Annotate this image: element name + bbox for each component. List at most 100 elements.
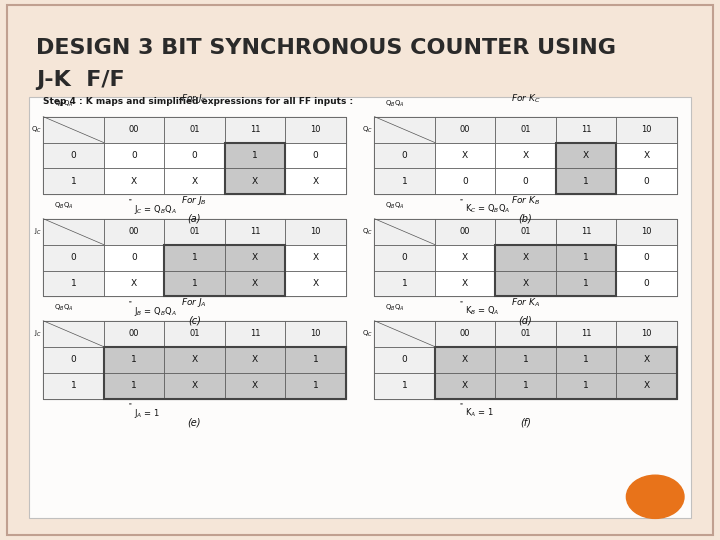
Text: X: X: [462, 253, 468, 262]
Text: 10: 10: [642, 329, 652, 338]
Bar: [164, 168, 225, 194]
Text: Q$_B$Q$_A$: Q$_B$Q$_A$: [54, 200, 73, 211]
Text: J$_C$: J$_C$: [34, 227, 42, 237]
Text: Q$_B$Q$_A$: Q$_B$Q$_A$: [385, 302, 405, 313]
Text: 1: 1: [312, 355, 318, 364]
Text: For J$_B$: For J$_B$: [181, 194, 207, 207]
Text: 11: 11: [581, 227, 591, 236]
Text: X: X: [523, 151, 528, 160]
Bar: [435, 168, 495, 194]
Bar: [374, 143, 435, 168]
Bar: [285, 347, 346, 373]
Bar: [435, 347, 677, 399]
Bar: [495, 347, 556, 373]
Text: 0: 0: [402, 253, 408, 262]
Text: X: X: [312, 253, 318, 262]
Bar: [43, 117, 104, 143]
Text: 1: 1: [71, 177, 76, 186]
Text: 1: 1: [71, 279, 76, 288]
Bar: [556, 245, 616, 271]
Bar: [556, 117, 616, 143]
Bar: [616, 117, 677, 143]
Bar: [43, 219, 346, 296]
Text: 1: 1: [131, 355, 137, 364]
Bar: [374, 321, 435, 347]
Bar: [556, 347, 616, 373]
Bar: [435, 347, 495, 373]
Bar: [495, 117, 556, 143]
Bar: [556, 219, 616, 245]
Text: 01: 01: [521, 329, 531, 338]
Bar: [225, 143, 285, 194]
Bar: [374, 117, 677, 194]
Bar: [43, 245, 104, 271]
Text: 10: 10: [310, 227, 320, 236]
Text: (d): (d): [518, 315, 533, 326]
Bar: [29, 97, 691, 518]
Text: 01: 01: [521, 125, 531, 134]
Text: 0: 0: [192, 151, 197, 160]
Bar: [164, 219, 225, 245]
Bar: [104, 245, 164, 271]
Text: X: X: [312, 279, 318, 288]
Bar: [43, 168, 104, 194]
Bar: [435, 143, 495, 168]
Bar: [616, 373, 677, 399]
Text: X: X: [462, 381, 468, 390]
Text: X: X: [644, 355, 649, 364]
Bar: [435, 373, 495, 399]
Bar: [495, 245, 556, 271]
Bar: [225, 321, 285, 347]
Text: 01: 01: [189, 125, 199, 134]
Bar: [225, 271, 285, 296]
Text: 0: 0: [523, 177, 528, 186]
Bar: [104, 117, 164, 143]
Bar: [616, 271, 677, 296]
Bar: [164, 373, 225, 399]
Text: For K$_C$: For K$_C$: [510, 92, 541, 105]
Text: 0: 0: [644, 177, 649, 186]
Bar: [495, 373, 556, 399]
Text: Q$_C$: Q$_C$: [362, 329, 373, 339]
Bar: [556, 321, 616, 347]
Bar: [225, 143, 285, 168]
Text: X: X: [252, 381, 258, 390]
Text: 01: 01: [189, 329, 199, 338]
Bar: [164, 245, 225, 271]
Text: 00: 00: [129, 125, 139, 134]
Text: (c): (c): [188, 315, 201, 326]
Bar: [495, 143, 556, 168]
Bar: [495, 321, 556, 347]
Text: 0: 0: [131, 151, 137, 160]
Text: Q$_C$: Q$_C$: [362, 227, 373, 237]
Bar: [285, 219, 346, 245]
Text: 0: 0: [644, 253, 649, 262]
Bar: [104, 347, 164, 373]
Text: 1: 1: [71, 381, 76, 390]
Text: 0: 0: [131, 253, 137, 262]
Text: X: X: [192, 177, 197, 186]
Text: 10: 10: [642, 125, 652, 134]
Bar: [556, 373, 616, 399]
Text: 00: 00: [460, 125, 470, 134]
Text: 1: 1: [402, 177, 408, 186]
Text: 10: 10: [642, 227, 652, 236]
Text: (e): (e): [188, 417, 201, 428]
Bar: [225, 219, 285, 245]
Text: K$_B$ = Q$_A$: K$_B$ = Q$_A$: [465, 305, 500, 317]
Text: K$_C$ = Q$_B$Q$_A$: K$_C$ = Q$_B$Q$_A$: [465, 202, 510, 215]
Bar: [285, 271, 346, 296]
Bar: [435, 117, 495, 143]
Bar: [374, 168, 435, 194]
Bar: [495, 271, 556, 296]
Bar: [616, 168, 677, 194]
Text: (a): (a): [188, 213, 201, 224]
Bar: [285, 245, 346, 271]
Bar: [616, 245, 677, 271]
Text: 1: 1: [583, 355, 589, 364]
Bar: [164, 143, 225, 168]
Text: 0: 0: [71, 253, 76, 262]
Bar: [43, 117, 346, 194]
Bar: [164, 245, 285, 296]
Text: 11: 11: [250, 227, 260, 236]
